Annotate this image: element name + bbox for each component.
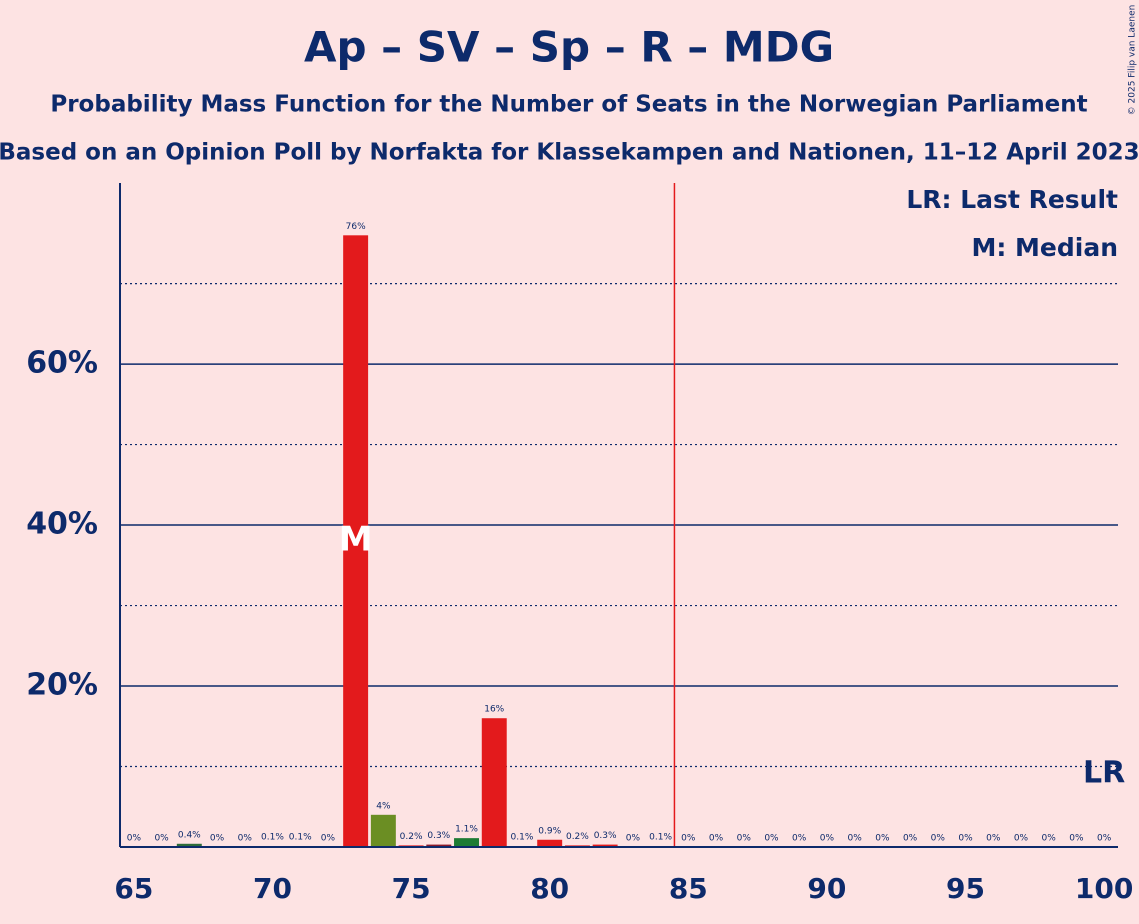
chart-subtitle: Based on an Opinion Poll by Norfakta for… [0,140,1139,166]
x-tick-label: 90 [807,872,846,905]
value-label: 0.1% [261,833,284,843]
value-label: 0% [737,834,752,844]
x-tick-label: 75 [392,872,431,905]
value-label: 0% [875,834,890,844]
chart-subtitle: Probability Mass Function for the Number… [50,92,1087,118]
value-label: 0.2% [400,832,423,842]
value-label: 0% [903,834,918,844]
x-tick-label: 70 [253,872,292,905]
value-label: 0% [1097,834,1112,844]
value-label: 0% [709,834,724,844]
y-tick-label: 60% [26,346,98,381]
y-tick-label: 20% [26,668,98,703]
last-result-marker: LR [1083,756,1125,791]
value-label: 0.3% [594,831,617,841]
value-label: 0% [154,834,169,844]
x-tick-label: 85 [669,872,708,905]
value-label: 0.9% [538,826,561,836]
x-tick-label: 65 [114,872,153,905]
value-label: 0% [820,834,835,844]
bar [370,814,396,847]
value-label: 0% [1014,834,1029,844]
value-label: 0% [792,834,807,844]
value-label: 1.1% [455,825,478,835]
x-tick-label: 100 [1075,872,1133,905]
value-label: 0.1% [511,833,534,843]
value-label: 0% [986,834,1001,844]
value-label: 0% [321,834,336,844]
bar [176,843,202,847]
value-label: 0% [238,834,253,844]
value-label: 0% [1042,834,1057,844]
bar [454,838,480,847]
value-label: 0% [764,834,779,844]
x-tick-label: 95 [946,872,985,905]
value-label: 0% [210,834,225,844]
bar [537,839,563,847]
bar [343,235,369,847]
value-label: 0% [931,834,946,844]
median-marker: M [339,520,373,560]
value-label: 16% [484,705,504,715]
value-label: 0% [626,834,641,844]
x-tick-label: 80 [530,872,569,905]
y-tick-label: 40% [26,507,98,542]
legend-entry: M: Median [971,233,1118,262]
value-label: 0% [681,834,696,844]
legend-entry: LR: Last Result [906,185,1118,214]
value-label: 76% [346,222,366,232]
copyright: © 2025 Filip van Laenen [1128,5,1138,116]
bar [592,844,618,847]
bar [426,844,452,847]
value-label: 0.4% [178,830,201,840]
bar [481,718,507,847]
value-label: 0.3% [427,831,450,841]
value-label: 0.2% [566,832,589,842]
value-label: 0% [847,834,862,844]
value-label: 0.1% [649,833,672,843]
value-label: 0% [1069,834,1084,844]
value-label: 0% [958,834,973,844]
chart-title: Ap – SV – Sp – R – MDG [304,23,834,72]
value-label: 0% [127,834,142,844]
value-label: 0.1% [289,833,312,843]
value-label: 4% [376,801,391,811]
